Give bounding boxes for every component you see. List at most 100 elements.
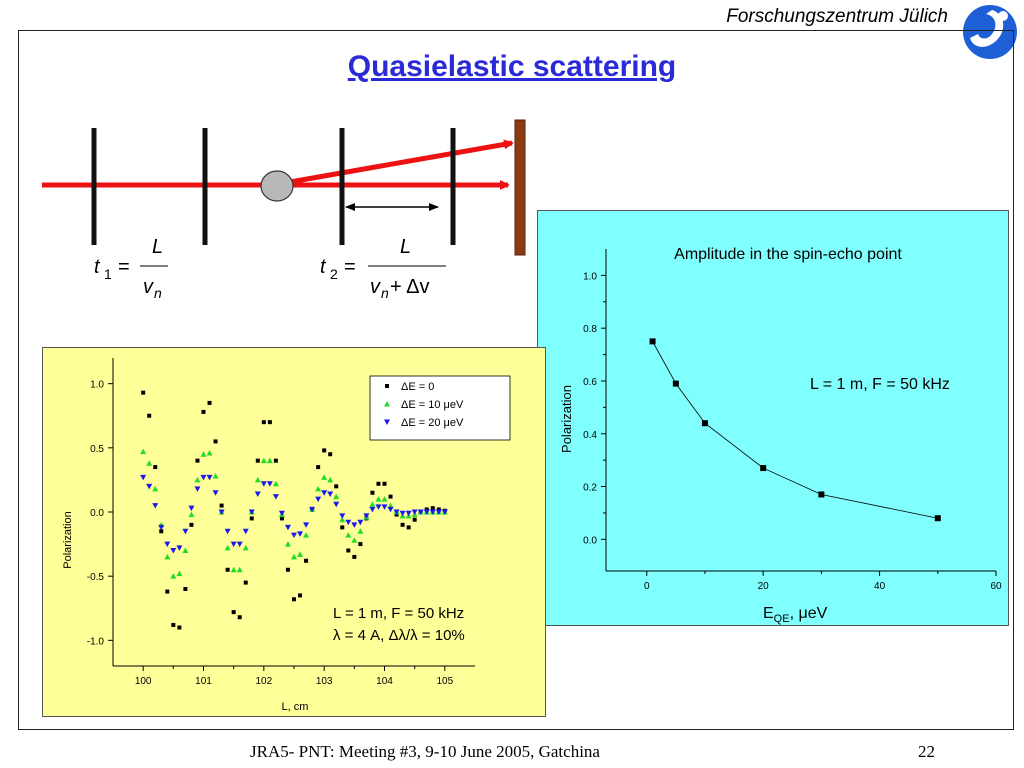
data-point — [292, 597, 296, 602]
data-point — [159, 529, 164, 534]
scattering-schematic — [42, 119, 526, 256]
legend-marker — [384, 401, 390, 407]
data-point — [412, 517, 417, 522]
x-tick-label: 103 — [316, 676, 333, 687]
legend-marker — [385, 384, 389, 388]
data-point — [393, 509, 400, 515]
data-point — [435, 509, 442, 515]
y-tick-label: 1.0 — [90, 380, 104, 391]
data-point — [345, 519, 352, 526]
data-point — [322, 448, 327, 453]
data-point — [272, 494, 279, 500]
time-formulas: t 1 = L v n t 2 = L v n + Δv — [94, 236, 446, 301]
data-point — [224, 528, 231, 535]
data-point — [406, 525, 411, 530]
data-point — [363, 513, 370, 519]
data-point — [339, 513, 346, 519]
data-point — [176, 545, 183, 551]
data-point — [399, 510, 406, 517]
formula-t2: t 2 = L v n + Δv — [320, 236, 446, 301]
x-tick-label: 104 — [376, 676, 393, 687]
data-point — [430, 506, 435, 511]
t2-denominator: v — [370, 276, 381, 298]
t2-symbol: t — [320, 256, 327, 278]
data-point — [231, 610, 236, 615]
data-point — [351, 537, 358, 543]
data-point — [182, 547, 189, 553]
y-tick-label: -1.0 — [87, 636, 105, 647]
x-tick-label: 40 — [874, 581, 886, 592]
data-point — [218, 509, 225, 515]
data-point — [375, 504, 382, 510]
data-point — [381, 504, 388, 510]
data-point — [291, 553, 297, 560]
parameters-annotation: L = 1 m, F = 50 kHz — [810, 376, 950, 393]
data-point — [345, 532, 352, 538]
data-point — [140, 448, 147, 455]
data-point — [207, 400, 212, 405]
y-tick-label: 0.4 — [583, 430, 597, 441]
data-point — [315, 496, 322, 503]
data-point — [249, 516, 254, 521]
series-2 — [140, 474, 448, 554]
x-tick-label: 60 — [990, 581, 1002, 592]
data-point — [152, 503, 159, 509]
fz-juelich-logo — [963, 5, 1017, 59]
y-tick-label: 0.0 — [583, 535, 597, 546]
data-point — [339, 516, 346, 523]
data-point — [309, 506, 316, 513]
data-point — [315, 485, 322, 492]
data-point — [146, 460, 153, 466]
data-point — [303, 522, 310, 528]
t1-equals: = — [118, 256, 130, 278]
scattered-beam — [289, 139, 514, 185]
data-point — [291, 532, 297, 539]
data-point — [316, 465, 321, 470]
x-tick-label: 101 — [195, 676, 212, 687]
data-point — [213, 439, 218, 444]
x-tick-label: 100 — [135, 676, 152, 687]
data-point — [176, 570, 183, 577]
data-point — [261, 420, 266, 425]
slide-frame — [18, 30, 1014, 730]
data-point — [388, 494, 393, 499]
data-point — [266, 481, 273, 487]
data-point — [321, 490, 328, 496]
polarization-panel: 100 101 102 103 104 105 1.0 0.5 0.0 -0.5 -1.0 Pola… — [42, 347, 546, 717]
data-point — [649, 338, 656, 345]
y-tick-label: 0.5 — [90, 444, 104, 455]
data-point — [369, 506, 376, 513]
t2-equals: = — [344, 256, 356, 278]
data-point — [376, 481, 381, 486]
t1-numerator: L — [152, 236, 163, 258]
data-point — [170, 573, 177, 579]
data-point — [254, 476, 261, 483]
data-point — [278, 510, 285, 517]
data-point — [140, 474, 147, 481]
data-point — [255, 458, 260, 463]
data-point — [298, 593, 303, 598]
data-point — [417, 509, 424, 515]
y-tick-label: 0.0 — [90, 508, 104, 519]
data-point — [212, 490, 219, 496]
t2-subscript: 2 — [330, 266, 338, 282]
data-point — [219, 503, 224, 508]
data-point — [327, 491, 334, 498]
data-point — [285, 567, 290, 572]
x-axis-label: EQE, μeV — [763, 605, 828, 625]
data-point — [321, 474, 328, 480]
legend-box — [369, 375, 511, 441]
data-point — [284, 524, 291, 531]
slide-title: Quasielastic scattering — [347, 50, 677, 83]
data-point — [195, 458, 200, 463]
y-tick-label: 0.8 — [583, 324, 597, 335]
data-point — [206, 449, 213, 456]
data-point — [201, 409, 206, 414]
data-point — [164, 541, 171, 548]
t1-subscript: 1 — [104, 266, 112, 282]
series-line — [652, 341, 938, 519]
data-point — [230, 566, 237, 573]
data-point — [441, 509, 448, 515]
data-point — [212, 473, 219, 479]
data-point — [411, 509, 418, 515]
